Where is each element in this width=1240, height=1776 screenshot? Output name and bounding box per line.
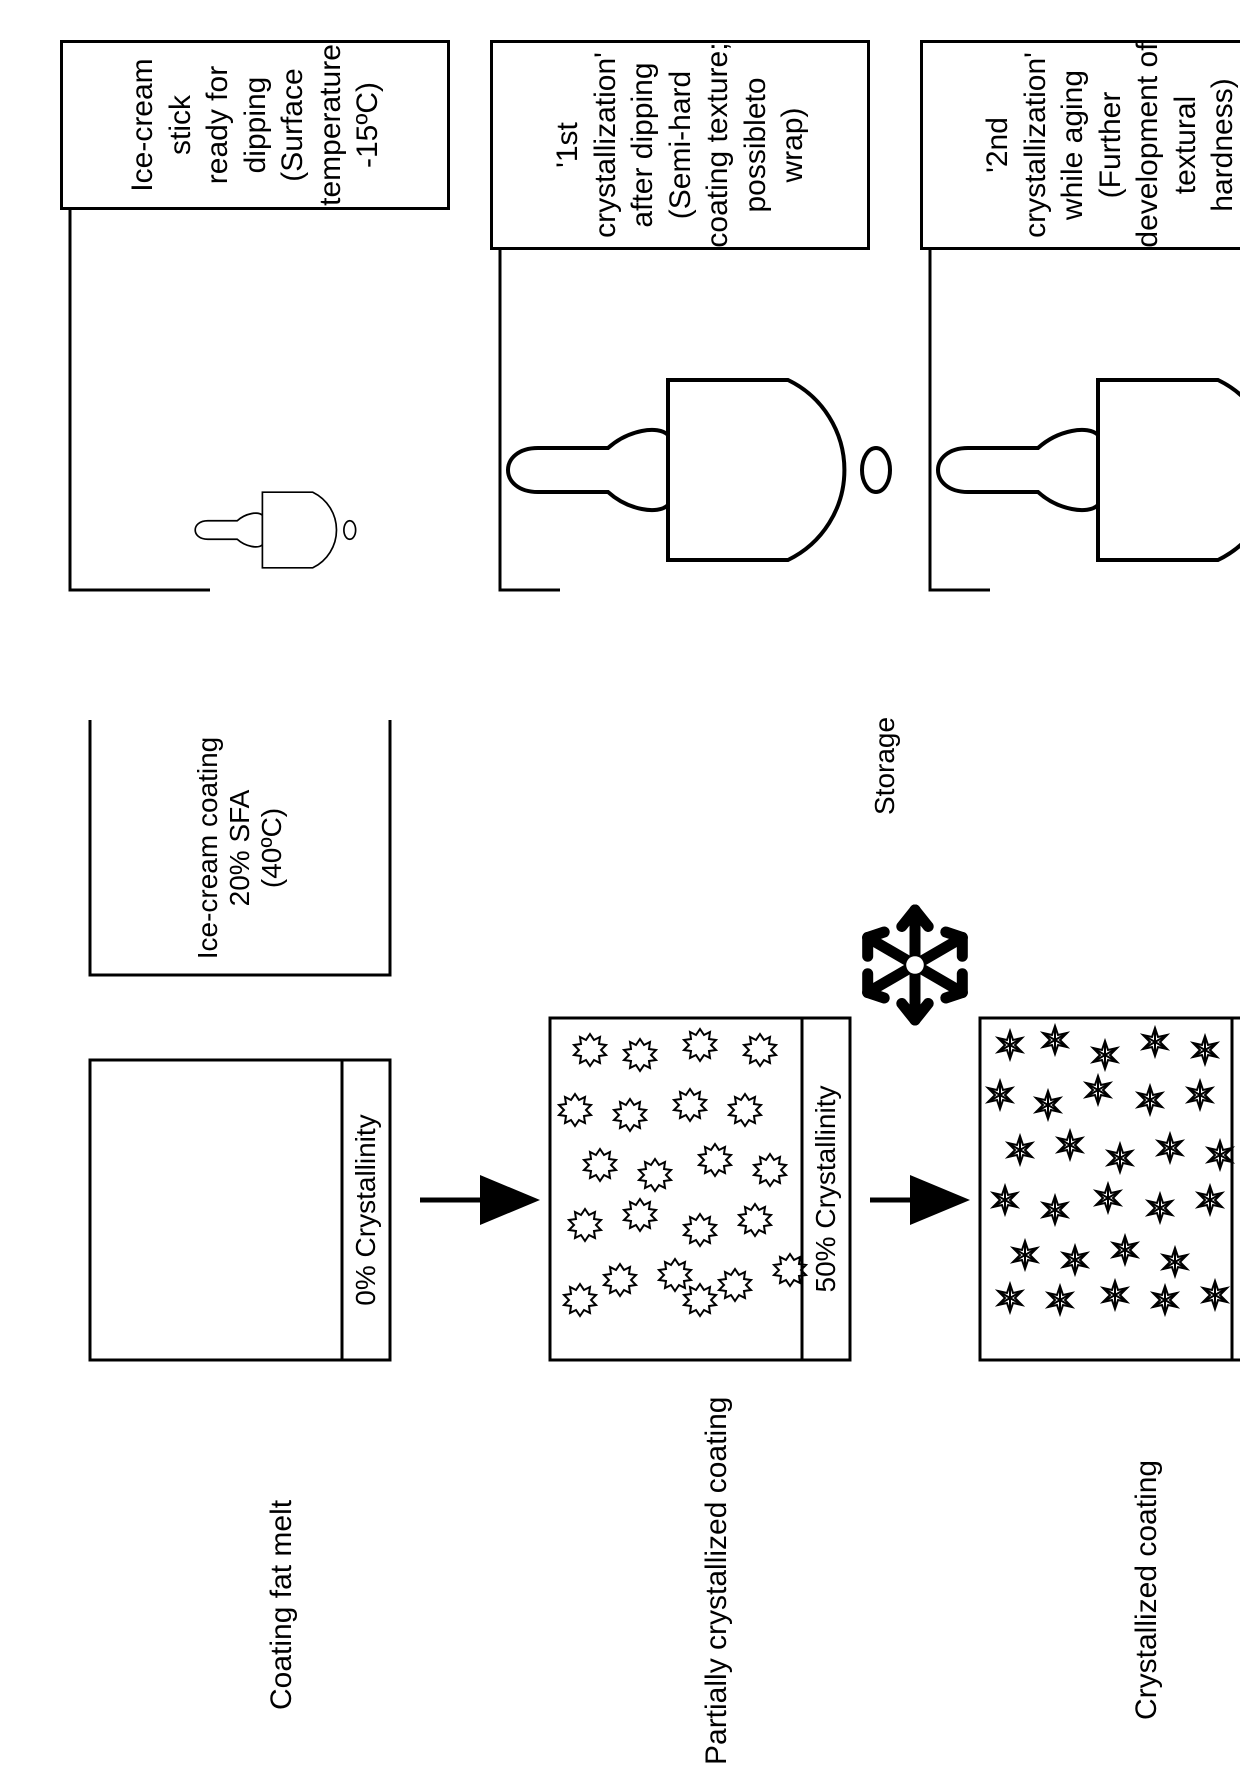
- callout-text: '2nd crystallization' while aging (Furth…: [979, 40, 1240, 250]
- callout-stage-1: Ice-cream stick ready for dipping (Surfa…: [60, 40, 450, 210]
- stage-caption-2: Partially crystallized coating: [700, 1397, 734, 1765]
- crystallinity-label-1: 0% Crystallinity: [350, 1114, 382, 1305]
- callout-stage-2: '1st crystallization' after dipping (Sem…: [490, 40, 870, 250]
- stage-caption-3: Crystallized coating: [1130, 1460, 1164, 1720]
- storage-label: Storage: [869, 717, 901, 815]
- diagram-svg: [0, 0, 1240, 1776]
- crystallinity-label-2: 50% Crystallinity: [810, 1086, 842, 1293]
- callout-text: '1st crystallization' after dipping (Sem…: [549, 40, 812, 250]
- callout-stage-3: '2nd crystallization' while aging (Furth…: [920, 40, 1240, 250]
- callout-text: Ice-cream stick ready for dipping (Surfa…: [124, 40, 387, 210]
- beaker-label: Ice-cream coating 20% SFA (40ºC): [192, 720, 288, 975]
- stage-caption-1: Coating fat melt: [265, 1500, 299, 1710]
